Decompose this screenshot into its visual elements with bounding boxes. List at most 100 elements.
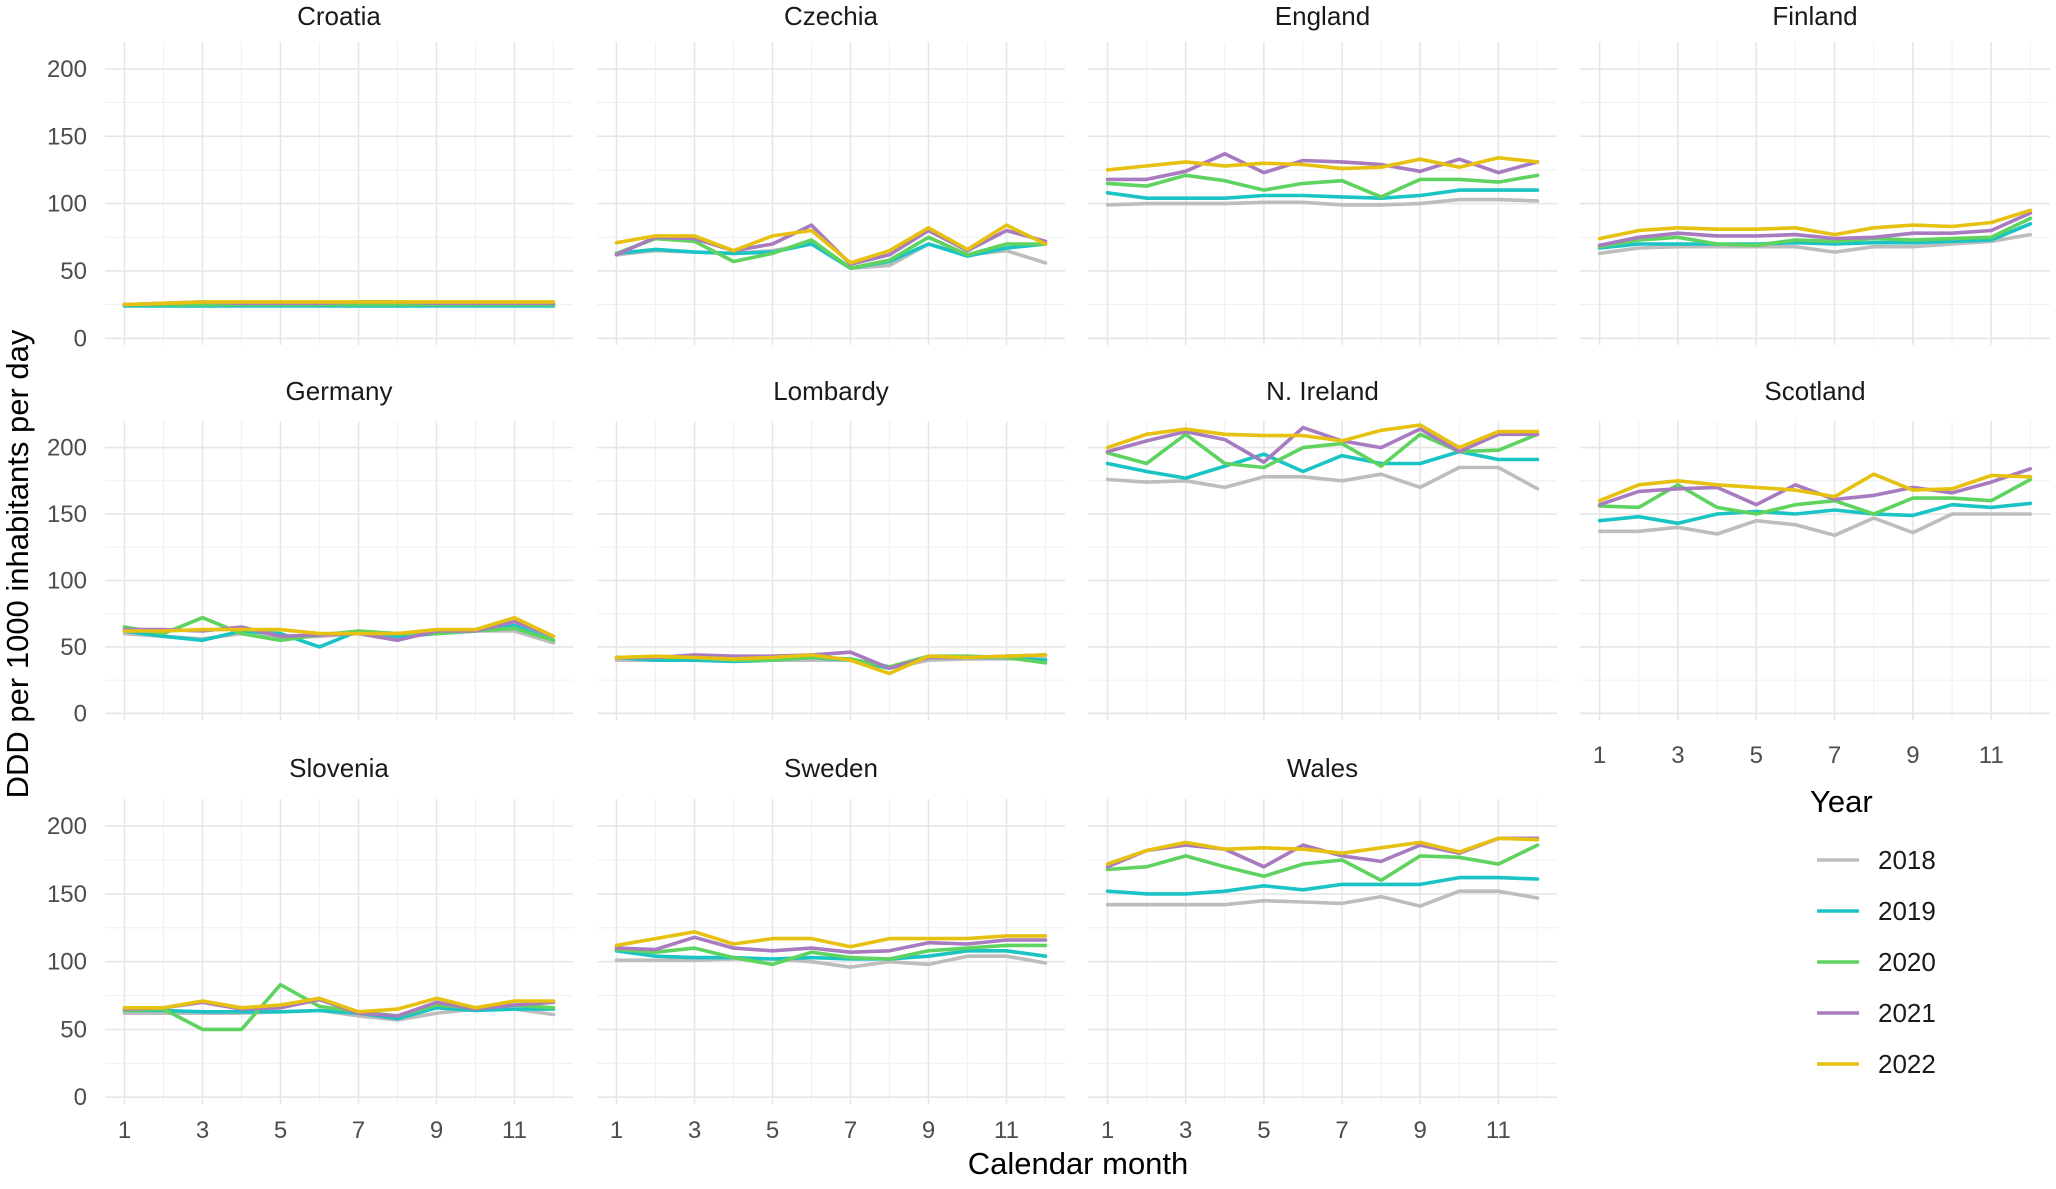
series-line-2022 [1597,472,2033,503]
series-line-2020 [1105,843,1540,883]
panel-finland: Finland [1580,1,2050,345]
series-line-2018 [1105,465,1540,491]
series-line-2022 [614,929,1048,949]
x-tick-label: 11 [1979,742,2004,769]
series-line-2018 [1597,512,2033,538]
facet-title: Czechia [784,1,878,31]
series-line-2019 [1105,875,1540,896]
x-tick-label: 9 [430,1117,443,1144]
facet-title: Lombardy [773,376,889,406]
legend-title: Year [1810,784,1873,819]
facet-title: Scotland [1764,376,1865,406]
series-line-2022 [1597,208,2033,241]
panel-scotland: Scotland 1 3 5 7 9 11 [1580,376,2050,769]
x-tick-label: 3 [1179,1117,1192,1144]
y-tick-label: 50 [60,258,87,285]
series-line-2021 [1105,152,1540,182]
x-tick-label: 11 [502,1117,527,1144]
x-axis-title: Calendar month [968,1146,1189,1181]
series-line-2022 [614,653,1048,676]
series-line-2020 [1105,432,1540,470]
y-tick-label: 0 [74,1084,87,1111]
series-line-2018 [1597,232,2033,256]
series-line-2022 [1105,836,1540,866]
series-line-2021 [614,935,1048,955]
y-tick-label: 200 [47,56,87,83]
x-tick-label: 1 [118,1117,131,1144]
x-tick-label: 11 [994,1117,1019,1144]
x-tick-label: 11 [1486,1117,1511,1144]
series-line-2019 [1105,188,1540,200]
panel-n-ireland: N. Ireland [1088,376,1557,720]
legend-item-2022: 2022 [1817,1049,1936,1079]
series-line-2019 [122,1005,556,1021]
panel-lombardy: Lombardy [597,376,1065,720]
y-tick-label: 50 [60,634,87,661]
x-tick-label: 5 [1750,742,1763,769]
series-line-2022 [614,223,1048,265]
series-line-2021 [1105,425,1540,465]
series-line-2019 [1597,501,2033,526]
legend-label: 2018 [1878,845,1936,875]
legend-label: 2020 [1878,947,1936,977]
x-tick-label: 5 [766,1117,779,1144]
panel-sweden: Sweden 1 3 5 7 9 11 [597,753,1065,1144]
x-tick-label: 9 [1906,742,1919,769]
x-tick-label: 1 [1593,742,1606,769]
facet-title: Finland [1772,1,1857,31]
panel-croatia: Croatia 0 50 100 150 200 [47,1,573,352]
series-line-2018 [614,954,1048,969]
y-tick-label: 50 [60,1016,87,1043]
x-tick-label: 7 [1828,742,1841,769]
y-tick-label: 150 [47,881,87,908]
y-tick-label: 0 [74,325,87,352]
legend-item-2021: 2021 [1817,998,1936,1028]
panel-wales: Wales 1 3 5 7 9 11 [1088,753,1557,1144]
x-tick-label: 7 [1335,1117,1348,1144]
x-tick-label: 1 [1101,1117,1114,1144]
legend-item-2019: 2019 [1817,896,1936,926]
y-tick-label: 200 [47,435,87,462]
facet-title: Slovenia [289,753,389,783]
facet-title: England [1275,1,1370,31]
panel-slovenia: Slovenia 0 50 100 150 200 1 3 5 7 9 11 [47,753,573,1144]
x-tick-label: 5 [1257,1117,1270,1144]
series-line-2020 [1597,216,2033,249]
series-line-2022 [122,300,556,307]
series-line-2022 [122,615,556,639]
panel-england: England [1088,1,1557,345]
legend-label: 2022 [1878,1049,1936,1079]
series-line-2022 [1105,423,1540,450]
legend-label: 2019 [1878,896,1936,926]
series-line-2019 [1105,449,1540,480]
series-line-2019 [1597,222,2033,250]
series-line-2018 [1105,197,1540,207]
x-tick-label: 7 [352,1117,365,1144]
y-tick-label: 100 [47,567,87,594]
y-tick-label: 100 [47,191,87,218]
x-tick-label: 1 [610,1117,623,1144]
x-tick-label: 3 [688,1117,701,1144]
facet-title: Germany [286,376,393,406]
x-tick-label: 9 [922,1117,935,1144]
facet-title: Croatia [297,1,381,31]
series-line-2018 [1105,889,1540,908]
panel-germany: Germany 0 50 100 150 200 [47,376,573,727]
facet-title: Wales [1287,753,1358,783]
series-line-2020 [1105,173,1540,199]
y-tick-label: 200 [47,813,87,840]
legend: Year 2018 2019 2020 2021 2022 [1810,784,1936,1079]
y-tick-label: 100 [47,949,87,976]
y-tick-label: 150 [47,123,87,150]
series-line-2022 [1105,156,1540,172]
facet-title: Sweden [784,753,878,783]
series-line-2022 [122,996,556,1014]
y-axis-title: DDD per 1000 inhabitants per day [0,329,35,798]
facet-title: N. Ireland [1266,376,1379,406]
series-line-2020 [614,943,1048,967]
x-tick-label: 7 [844,1117,857,1144]
series-line-2020 [614,235,1048,271]
